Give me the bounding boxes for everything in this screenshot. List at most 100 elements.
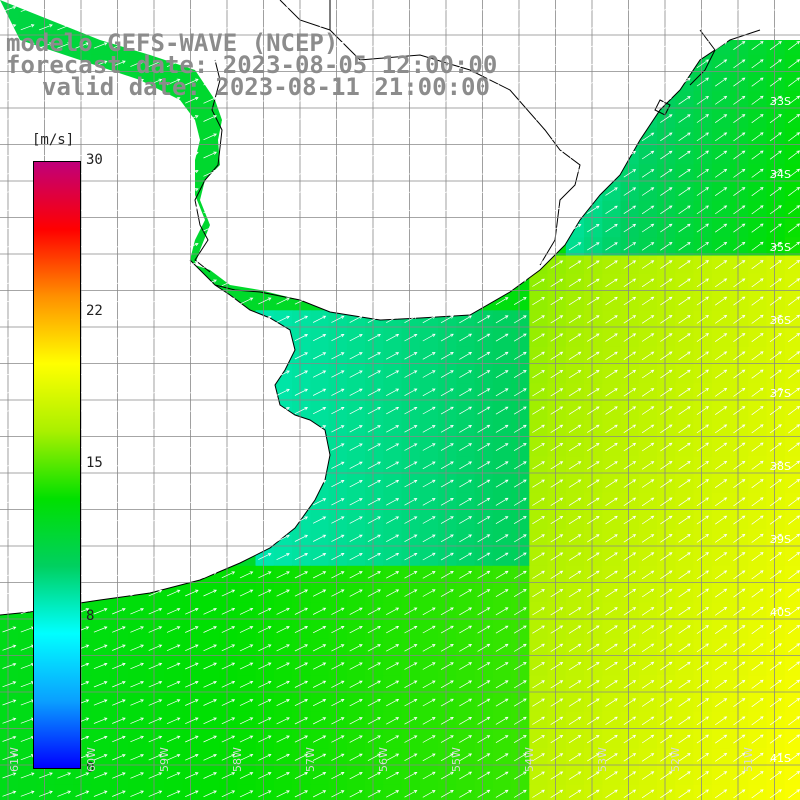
- wind-arrow: [312, 407, 327, 415]
- wind-arrow: [769, 187, 782, 197]
- wind-arrow: [440, 206, 454, 214]
- field-cell: [547, 255, 567, 275]
- field-cell: [0, 620, 19, 640]
- wind-arrow: [477, 552, 491, 561]
- wind-arrow: [587, 132, 600, 141]
- wind-arrow: [239, 42, 254, 49]
- wind-arrow: [312, 735, 327, 743]
- wind-arrow: [2, 553, 17, 560]
- wind-arrow: [568, 570, 582, 579]
- field-cell: [638, 365, 658, 384]
- wind-arrow: [404, 625, 418, 634]
- wind-arrow: [221, 206, 236, 214]
- wind-arrow: [93, 608, 108, 615]
- field-cell: [383, 419, 403, 439]
- field-cell: [328, 602, 348, 622]
- wind-arrow: [623, 388, 637, 397]
- field-cell: [657, 438, 676, 457]
- field-cell: [492, 584, 512, 603]
- wind-arrow: [495, 534, 509, 543]
- wind-arrow: [349, 461, 363, 469]
- wind-arrow: [696, 187, 710, 196]
- field-cell: [310, 547, 330, 567]
- wind-arrow: [495, 5, 509, 14]
- wind-arrow: [221, 498, 236, 506]
- wind-arrow: [678, 698, 691, 707]
- wind-arrow: [367, 589, 381, 597]
- wind-arrow: [733, 296, 746, 306]
- wind-arrow: [185, 242, 199, 250]
- field-cell: [730, 200, 749, 220]
- wind-arrow: [221, 279, 236, 287]
- wind-arrow: [587, 41, 600, 50]
- field-cell: [748, 474, 768, 494]
- wind-arrow: [422, 333, 436, 342]
- wind-arrow: [513, 735, 527, 744]
- wind-arrow: [696, 59, 710, 69]
- wind-arrow: [239, 407, 254, 414]
- wind-arrow: [239, 772, 254, 779]
- wind-arrow: [605, 570, 618, 579]
- wind-arrow: [239, 315, 254, 323]
- wind-arrow: [513, 680, 527, 689]
- lat-label: 39S: [770, 533, 791, 546]
- wind-arrow: [331, 261, 345, 269]
- wind-arrow: [166, 480, 181, 487]
- field-cell: [292, 766, 311, 786]
- field-cell: [529, 474, 549, 494]
- wind-arrow: [404, 5, 418, 13]
- field-cell: [784, 711, 800, 731]
- field-cell: [584, 383, 603, 403]
- field-cell: [328, 657, 348, 676]
- wind-arrow: [568, 41, 582, 50]
- wind-arrow: [166, 498, 181, 506]
- field-cell: [657, 657, 676, 676]
- wind-arrow: [258, 626, 272, 633]
- wind-arrow: [166, 133, 181, 141]
- field-cell: [164, 584, 184, 603]
- wind-arrow: [148, 334, 163, 341]
- field-cell: [638, 602, 658, 622]
- field-cell: [182, 730, 202, 749]
- field-cell: [346, 584, 366, 603]
- wind-arrow: [349, 698, 363, 707]
- wind-arrow: [495, 23, 509, 32]
- wind-arrow: [422, 498, 436, 506]
- colorbar: [33, 161, 81, 769]
- wind-arrow: [166, 23, 181, 31]
- field-cell: [383, 657, 403, 676]
- wind-arrow: [477, 315, 491, 324]
- wind-arrow: [532, 151, 545, 160]
- field-cell: [346, 346, 366, 366]
- wind-arrow: [550, 169, 564, 178]
- field-cell: [584, 474, 603, 494]
- field-cell: [638, 565, 658, 585]
- wind-arrow: [367, 242, 381, 251]
- wind-arrow: [203, 115, 217, 122]
- field-cell: [383, 529, 403, 549]
- field-cell: [310, 675, 330, 695]
- wind-arrow: [513, 78, 527, 87]
- wind-arrow: [404, 333, 418, 342]
- wind-arrow: [2, 206, 17, 213]
- wind-arrow: [112, 389, 126, 396]
- wind-arrow: [532, 716, 545, 725]
- wind-arrow: [112, 24, 126, 31]
- field-cell: [766, 675, 786, 695]
- wind-arrow: [130, 790, 144, 797]
- field-cell: [91, 730, 111, 749]
- wind-arrow: [623, 534, 637, 543]
- wind-arrow: [641, 77, 655, 87]
- wind-arrow: [733, 369, 746, 379]
- lat-label: 35S: [770, 241, 791, 254]
- field-cell: [328, 346, 348, 366]
- wind-arrow: [239, 516, 254, 524]
- wind-arrow: [733, 187, 746, 196]
- wind-arrow: [769, 497, 782, 507]
- wind-arrow: [440, 187, 454, 196]
- wind-arrow: [57, 133, 72, 140]
- field-cell: [711, 292, 731, 311]
- field-cell: [711, 766, 731, 786]
- wind-arrow: [276, 60, 290, 68]
- wind-arrow: [386, 388, 400, 397]
